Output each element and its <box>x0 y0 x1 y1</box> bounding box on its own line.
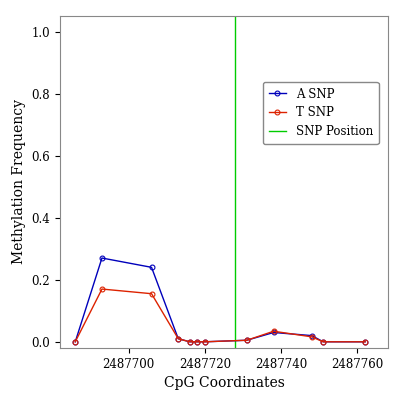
T SNP <box>363 339 368 344</box>
A SNP <box>195 339 200 344</box>
T SNP <box>309 334 314 339</box>
Y-axis label: Methylation Frequency: Methylation Frequency <box>12 100 26 264</box>
T SNP <box>244 338 249 343</box>
A SNP <box>187 339 192 344</box>
T SNP <box>187 339 192 344</box>
T SNP <box>195 339 200 344</box>
X-axis label: CpG Coordinates: CpG Coordinates <box>164 376 284 390</box>
A SNP <box>244 338 249 343</box>
A SNP <box>202 339 207 344</box>
A SNP <box>271 330 276 335</box>
A SNP <box>73 339 78 344</box>
T SNP <box>176 336 181 341</box>
T SNP <box>321 339 326 344</box>
A SNP <box>149 265 154 270</box>
T SNP <box>202 339 207 344</box>
T SNP <box>271 329 276 334</box>
T SNP <box>100 287 104 292</box>
A SNP <box>100 256 104 260</box>
A SNP <box>363 339 368 344</box>
A SNP <box>176 336 181 341</box>
T SNP <box>149 291 154 296</box>
Line: A SNP: A SNP <box>73 256 368 344</box>
Line: T SNP: T SNP <box>73 287 368 344</box>
A SNP <box>309 333 314 338</box>
Legend: A SNP, T SNP, SNP Position: A SNP, T SNP, SNP Position <box>263 82 379 144</box>
T SNP <box>73 339 78 344</box>
A SNP <box>321 339 326 344</box>
